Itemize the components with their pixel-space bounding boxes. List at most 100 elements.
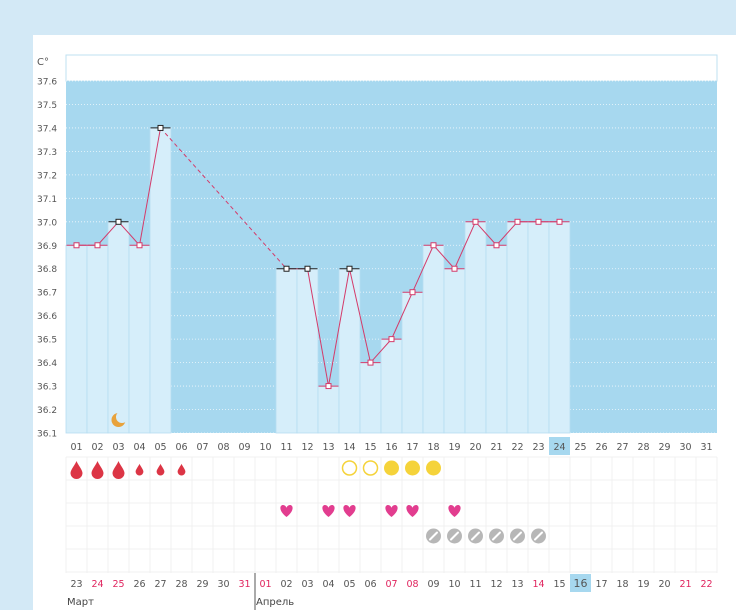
x-tick-label: 09	[238, 442, 250, 453]
temp-bar	[296, 268, 319, 434]
x-tick-label: 22	[511, 442, 523, 453]
temp-line-gap	[160, 127, 287, 270]
x-tick-label: 04	[133, 442, 145, 453]
y-tick-label: 36.3	[37, 383, 57, 393]
temp-line-segment	[118, 221, 140, 246]
drop-icon	[156, 463, 165, 476]
x-tick-label: 29	[658, 442, 670, 453]
calendar-date: 08	[406, 579, 418, 590]
temp-line-segment	[475, 221, 497, 246]
heart-icon	[448, 505, 461, 517]
x-tick-label: 14	[343, 442, 355, 453]
y-tick-label: 36.4	[37, 359, 57, 369]
temp-point	[346, 265, 353, 272]
temp-bar	[359, 362, 382, 434]
circle-filled-icon	[426, 460, 441, 476]
calendar-date: 24	[91, 579, 103, 590]
y-tick-label: 36.8	[37, 265, 57, 275]
calendar-date: 04	[322, 579, 334, 590]
y-tick-label: 36.5	[37, 336, 57, 346]
pill-icon	[426, 528, 441, 544]
y-tick-label: 36.2	[37, 406, 57, 416]
chart-card: C° 37.6 37.5 37.4 37.3 37.2 37.1 37.0 36.9 36.8 36…	[33, 35, 736, 610]
temp-line-segment	[370, 338, 392, 363]
calendar-date: 07	[385, 579, 397, 590]
temp-point	[514, 218, 521, 225]
calendar-date: 05	[343, 579, 355, 590]
x-tick-label: 10	[259, 442, 271, 453]
calendar-date: 25	[112, 579, 124, 590]
x-tick-label: 18	[427, 442, 439, 453]
calendar-date: 13	[511, 579, 523, 590]
y-tick-label: 36.6	[37, 312, 57, 322]
calendar-date: 29	[196, 579, 208, 590]
x-tick-label: 16	[385, 442, 397, 453]
temp-bar	[86, 244, 109, 434]
x-tick-label: 19	[448, 442, 460, 453]
x-tick-label: 05	[154, 442, 166, 453]
temp-point	[157, 124, 164, 131]
temp-point	[430, 242, 437, 249]
y-tick-label: 37.1	[37, 195, 57, 205]
x-tick-label: 30	[679, 442, 691, 453]
pill-icon	[468, 528, 483, 544]
drop-icon	[177, 463, 186, 476]
pill-icon	[510, 528, 525, 544]
temp-bar	[443, 268, 466, 434]
temp-bar	[380, 338, 403, 434]
calendar-date: 14	[532, 579, 544, 590]
y-tick-label: 36.1	[37, 430, 57, 440]
y-tick-label: 37.0	[37, 218, 57, 228]
calendar-date: 12	[490, 579, 502, 590]
month-label: Март	[67, 597, 94, 608]
calendar-date: 28	[175, 579, 187, 590]
x-tick-label: 06	[175, 442, 187, 453]
x-tick-label: 20	[469, 442, 481, 453]
temp-point	[73, 242, 80, 249]
temp-bar	[128, 244, 151, 434]
highlighted-date-cell	[570, 574, 591, 592]
calendar-date: 02	[280, 579, 292, 590]
temp-bar	[317, 385, 340, 434]
y-tick-label: 36.7	[37, 289, 57, 299]
temp-point	[325, 383, 332, 390]
temp-point	[304, 265, 311, 272]
x-tick-label: 13	[322, 442, 334, 453]
y-axis-label: C°	[37, 57, 49, 68]
calendar-date: 19	[637, 579, 649, 590]
drop-icon	[135, 463, 144, 476]
pill-icon	[447, 528, 462, 544]
x-tick-label: 15	[364, 442, 376, 453]
y-tick-label: 36.9	[37, 242, 57, 252]
heart-icon	[322, 505, 335, 517]
temp-line-segment	[139, 127, 161, 246]
calendar-date: 30	[217, 579, 229, 590]
circle-filled-icon	[384, 460, 399, 476]
temp-bar	[149, 127, 172, 434]
x-tick-label: 03	[112, 442, 124, 453]
calendar-date: 01	[259, 579, 271, 590]
temp-point	[493, 242, 500, 249]
x-tick-label: 23	[532, 442, 544, 453]
calendar-date: 23	[70, 579, 82, 590]
y-tick-label: 37.3	[37, 148, 57, 158]
temp-bar	[275, 268, 298, 434]
x-tick-label: 07	[196, 442, 208, 453]
calendar-date: 11	[469, 579, 481, 590]
drop-icon	[91, 461, 104, 479]
temp-point	[94, 242, 101, 249]
heart-icon	[385, 505, 398, 517]
temp-bar	[527, 221, 550, 434]
calendar-date: 21	[679, 579, 691, 590]
temp-bar	[338, 268, 361, 434]
y-tick-label: 37.2	[37, 171, 57, 181]
temp-line-segment	[97, 221, 119, 246]
x-tick-label: 31	[700, 442, 712, 453]
y-tick-label: 37.4	[37, 124, 57, 134]
calendar-date: 06	[364, 579, 376, 590]
temp-line-segment	[496, 221, 518, 246]
circle-filled-icon	[405, 460, 420, 476]
calendar-date: 15	[553, 579, 565, 590]
temp-line-segment	[433, 244, 455, 270]
temp-line-segment	[328, 268, 350, 387]
